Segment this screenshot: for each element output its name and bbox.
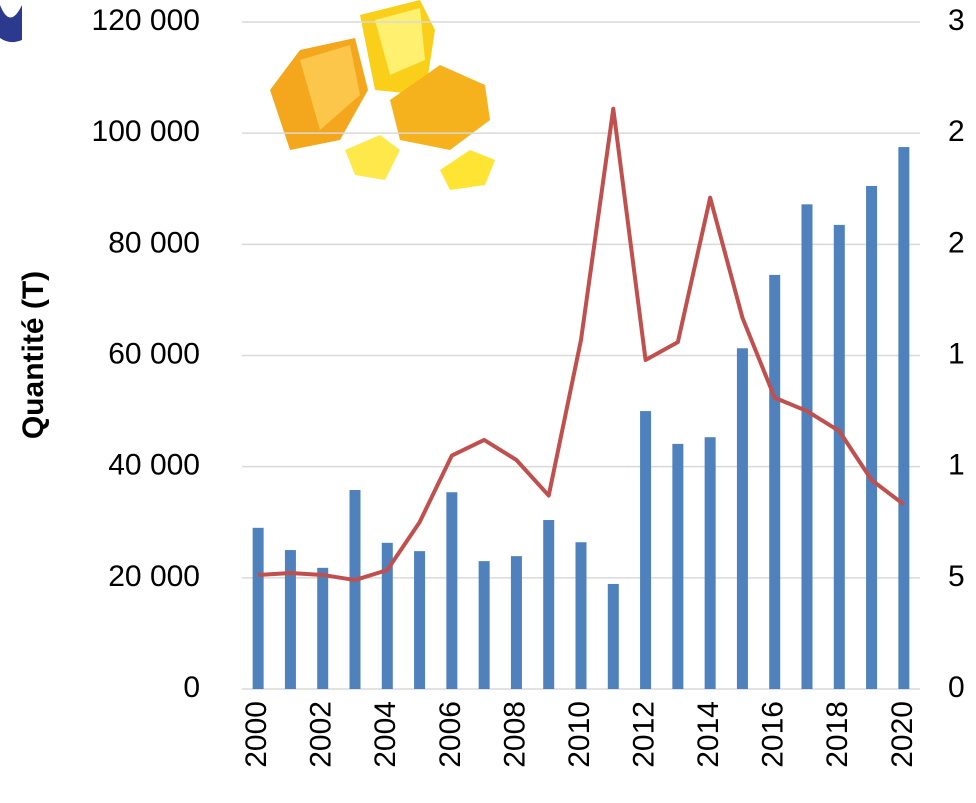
x-tick-label: 2006 [434, 701, 467, 768]
bar [833, 224, 845, 690]
bar [736, 348, 748, 689]
y-tick-label: 0 [183, 671, 200, 704]
bar [317, 567, 329, 689]
y-tick-label: 20 000 [108, 560, 200, 593]
bar [446, 492, 458, 689]
y-tick-label: 80 000 [108, 226, 200, 259]
bar [252, 527, 264, 689]
bar [543, 520, 555, 689]
y2-tick-label: 1 [948, 449, 965, 482]
bar [284, 550, 296, 689]
bar [349, 490, 361, 689]
y2-tick-label: 2 [948, 115, 965, 148]
bar [898, 147, 910, 689]
bar [640, 411, 652, 689]
y-axis-title: Quantité (T) [17, 271, 50, 439]
x-tick-label: 2012 [627, 701, 660, 768]
bar [704, 437, 716, 689]
y-tick-label: 100 000 [92, 115, 200, 148]
x-tick-label: 2016 [757, 701, 790, 768]
bar [866, 185, 878, 690]
x-tick-label: 2020 [886, 701, 919, 768]
bar [607, 583, 619, 689]
y2-tick-label: 1 [948, 337, 965, 370]
x-tick-label: 2004 [369, 701, 402, 768]
bar [510, 556, 522, 689]
y2-tick-label: 2 [948, 226, 965, 259]
x-tick-label: 2002 [305, 701, 338, 768]
bar [478, 561, 490, 689]
bar [381, 542, 393, 689]
x-tick-label: 2008 [498, 701, 531, 768]
bar [801, 204, 813, 689]
x-tick-label: 2018 [821, 701, 854, 768]
x-tick-label: 2010 [563, 701, 596, 768]
x-tick-label: 2000 [240, 701, 273, 768]
y-tick-label: 40 000 [108, 449, 200, 482]
y2-tick-label: 3 [948, 4, 965, 37]
y2-tick-label: 0 [948, 671, 965, 704]
x-tick-label: 2014 [692, 701, 725, 768]
line [258, 106, 906, 583]
bar [414, 551, 426, 689]
y-tick-label: 60 000 [108, 337, 200, 370]
y-tick-label: 120 000 [92, 4, 200, 37]
y2-tick-label: 5 [948, 560, 965, 593]
bar [672, 443, 684, 689]
gem-image [0, 0, 495, 190]
bar [769, 274, 781, 689]
bar [575, 542, 587, 689]
